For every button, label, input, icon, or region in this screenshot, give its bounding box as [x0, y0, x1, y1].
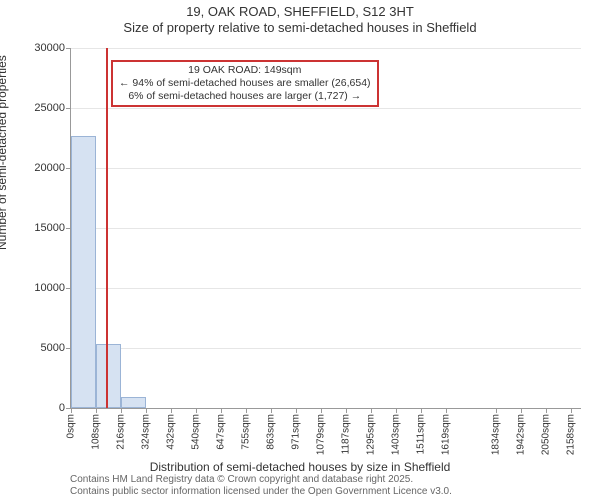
xtick-mark	[371, 408, 372, 413]
xtick-label: 1834sqm	[491, 414, 502, 455]
xtick-label: 432sqm	[166, 414, 177, 450]
gridline-h	[71, 288, 581, 289]
gridline-h	[71, 168, 581, 169]
ytick-label: 30000	[34, 42, 65, 54]
xtick-label: 1619sqm	[441, 414, 452, 455]
xtick-mark	[146, 408, 147, 413]
xtick-mark	[571, 408, 572, 413]
ytick-label: 25000	[34, 102, 65, 114]
xtick-mark	[321, 408, 322, 413]
plot-area: 0500010000150002000025000300000sqm108sqm…	[70, 48, 581, 409]
xtick-label: 2050sqm	[541, 414, 552, 455]
annotation-line: 19 OAK ROAD: 149sqm	[119, 64, 371, 77]
histogram-bar	[96, 344, 121, 408]
xtick-mark	[346, 408, 347, 413]
ytick-label: 20000	[34, 162, 65, 174]
ytick-label: 10000	[34, 282, 65, 294]
chart-container: 19, OAK ROAD, SHEFFIELD, S12 3HT Size of…	[0, 0, 600, 500]
footer-line1: Contains HM Land Registry data © Crown c…	[70, 474, 452, 486]
annotation-line: 6% of semi-detached houses are larger (1…	[119, 90, 371, 103]
xtick-mark	[421, 408, 422, 413]
ytick-label: 15000	[34, 222, 65, 234]
xtick-mark	[446, 408, 447, 413]
y-axis-label: Number of semi-detached properties	[0, 55, 9, 250]
xtick-mark	[221, 408, 222, 413]
xtick-label: 755sqm	[241, 414, 252, 450]
marker-line	[106, 48, 108, 408]
footer-attribution: Contains HM Land Registry data © Crown c…	[70, 474, 452, 498]
xtick-label: 863sqm	[266, 414, 277, 450]
xtick-label: 1079sqm	[316, 414, 327, 455]
xtick-label: 1942sqm	[516, 414, 527, 455]
xtick-mark	[196, 408, 197, 413]
xtick-mark	[521, 408, 522, 413]
title-line1: 19, OAK ROAD, SHEFFIELD, S12 3HT	[0, 4, 600, 19]
gridline-h	[71, 228, 581, 229]
xtick-label: 540sqm	[191, 414, 202, 450]
xtick-label: 1187sqm	[341, 414, 352, 454]
xtick-mark	[171, 408, 172, 413]
xtick-label: 216sqm	[116, 414, 127, 450]
ytick-label: 5000	[41, 342, 65, 354]
xtick-mark	[546, 408, 547, 413]
footer-line2: Contains public sector information licen…	[70, 486, 452, 498]
xtick-label: 971sqm	[291, 414, 302, 450]
xtick-mark	[246, 408, 247, 413]
xtick-label: 647sqm	[215, 414, 226, 450]
xtick-mark	[71, 408, 72, 413]
title-block: 19, OAK ROAD, SHEFFIELD, S12 3HT Size of…	[0, 4, 600, 35]
histogram-bar	[121, 397, 146, 408]
xtick-mark	[271, 408, 272, 413]
xtick-mark	[496, 408, 497, 413]
histogram-bar	[71, 136, 96, 408]
xtick-label: 1295sqm	[366, 414, 377, 455]
xtick-label: 1511sqm	[416, 414, 427, 454]
gridline-h	[71, 48, 581, 49]
xtick-mark	[96, 408, 97, 413]
xtick-label: 108sqm	[91, 414, 102, 450]
ytick-label: 0	[59, 402, 65, 414]
xtick-mark	[121, 408, 122, 413]
xtick-mark	[296, 408, 297, 413]
ytick-mark	[66, 48, 71, 49]
gridline-h	[71, 348, 581, 349]
title-line2: Size of property relative to semi-detach…	[0, 20, 600, 35]
xtick-mark	[396, 408, 397, 413]
annotation-box: 19 OAK ROAD: 149sqm← 94% of semi-detache…	[111, 60, 379, 107]
xtick-label: 2158sqm	[566, 414, 577, 455]
gridline-h	[71, 108, 581, 109]
ytick-mark	[66, 108, 71, 109]
xtick-label: 1403sqm	[391, 414, 402, 455]
x-axis-label: Distribution of semi-detached houses by …	[0, 460, 600, 474]
annotation-line: ← 94% of semi-detached houses are smalle…	[119, 77, 371, 90]
xtick-label: 324sqm	[141, 414, 152, 450]
xtick-label: 0sqm	[66, 414, 77, 438]
